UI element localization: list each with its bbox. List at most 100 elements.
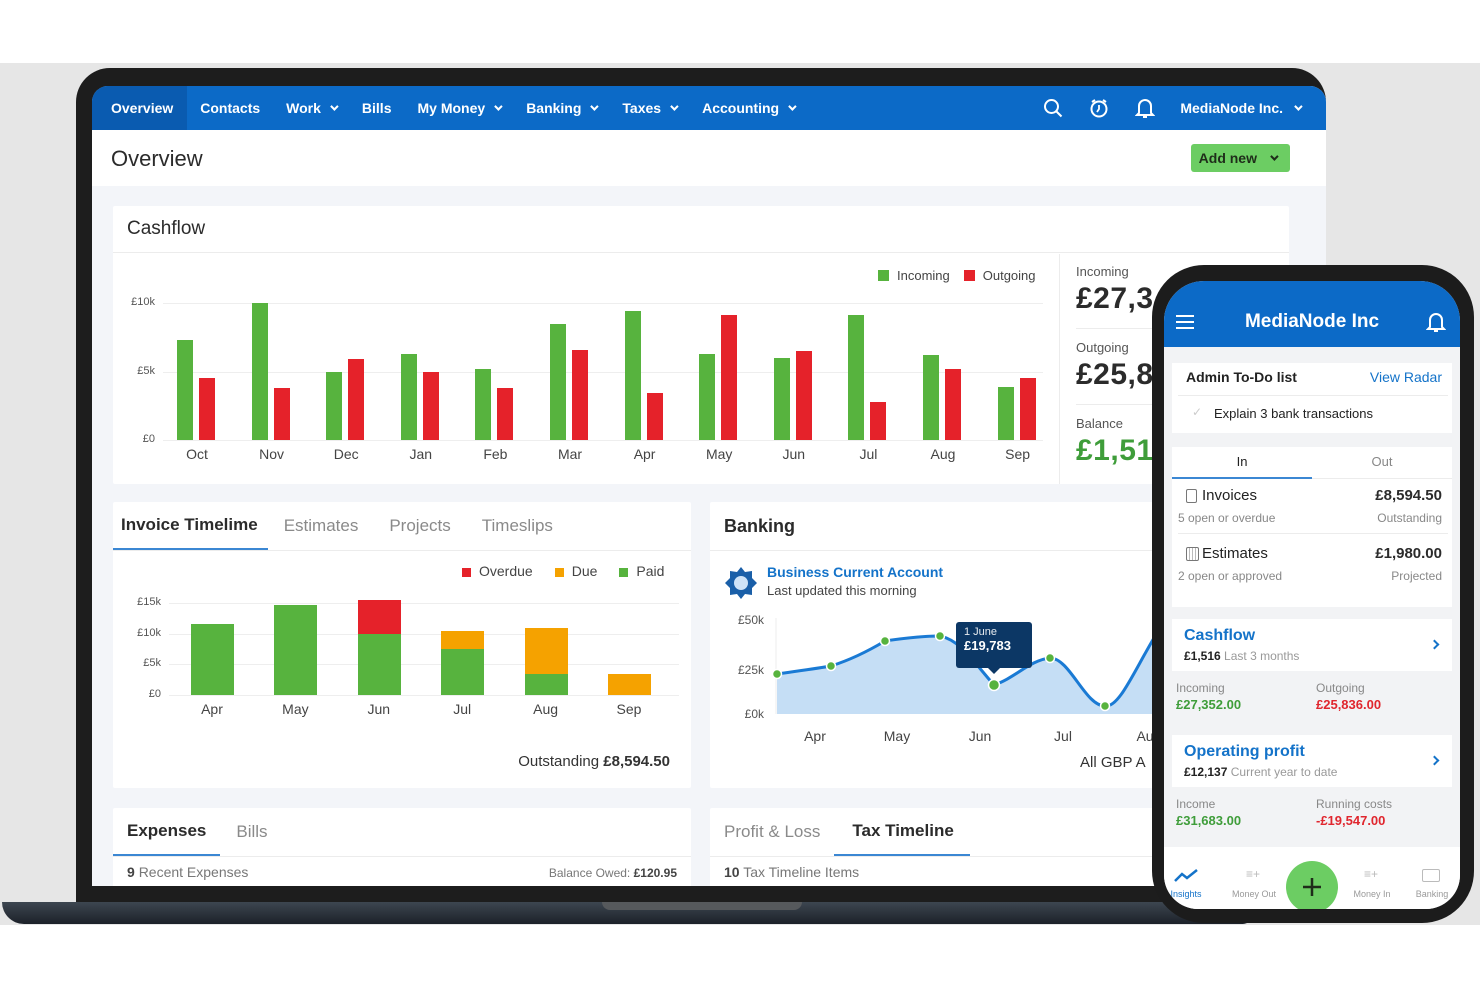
phone-costs-value: -£19,547.00 [1316, 813, 1386, 828]
org-name: MediaNode Inc. [1180, 100, 1283, 116]
x-axis-tick: Jun [782, 446, 806, 462]
nav-taxes[interactable]: Taxes [609, 86, 689, 130]
phone-title: MediaNode Inc [1244, 311, 1380, 332]
bar-paid[interactable] [441, 649, 485, 695]
x-axis-tick: Dec [333, 446, 359, 462]
chevron-right-icon [1429, 755, 1440, 766]
bar-outgoing[interactable] [348, 359, 365, 440]
bar-incoming[interactable] [699, 353, 716, 440]
chevron-down-icon [494, 102, 503, 111]
bar-outgoing[interactable] [870, 401, 887, 440]
y-axis-tick: £10k [137, 626, 161, 639]
x-axis-tick: Apr [633, 446, 656, 462]
bar-due[interactable] [524, 627, 568, 674]
org-switcher[interactable]: MediaNode Inc. [1180, 100, 1303, 116]
bar-overdue[interactable] [357, 599, 401, 634]
bar-paid[interactable] [357, 633, 401, 695]
nav-work[interactable]: Work [273, 86, 349, 130]
nav-banking[interactable]: Banking [513, 86, 609, 130]
bar-incoming[interactable] [326, 371, 343, 440]
x-axis-tick: Apr [201, 701, 223, 717]
x-axis-tick: Mar [557, 446, 583, 462]
tab-timeslips[interactable]: Timeslips [481, 516, 553, 535]
bar-paid[interactable] [274, 604, 318, 695]
bar-incoming[interactable] [475, 368, 492, 440]
invoices-label[interactable]: Invoices [1202, 487, 1258, 504]
cashflow-title: Cashflow [127, 218, 206, 239]
nav-overview[interactable]: Overview [92, 86, 188, 130]
phone-screen: MediaNode Inc Admin To-Do list View Rada… [1164, 281, 1460, 909]
nav-my-money[interactable]: My Money [405, 86, 514, 130]
bar-incoming[interactable] [624, 311, 641, 440]
tab-in[interactable]: In [1172, 447, 1312, 479]
invoice-doc-icon [1186, 489, 1197, 503]
nav-bills[interactable]: Bills [361, 100, 392, 116]
x-axis-tick: Jul [859, 446, 878, 462]
bar-incoming[interactable] [251, 303, 268, 440]
bar-incoming[interactable] [177, 339, 193, 440]
todo-item[interactable]: Explain 3 bank transactions [1214, 406, 1373, 421]
cashflow-legend: Incoming Outgoing [878, 268, 1036, 283]
phone-operating-profit-link[interactable]: Operating profit £12,137 Current year to… [1172, 735, 1452, 787]
account-name-link[interactable]: Business Current Account [767, 564, 944, 580]
bell-icon[interactable] [1134, 97, 1156, 119]
bar-incoming[interactable] [997, 386, 1014, 440]
add-fab-button[interactable] [1286, 861, 1338, 909]
bar-outgoing[interactable] [199, 378, 215, 440]
tab-profit-loss[interactable]: Profit & Loss [724, 822, 821, 841]
y-axis-tick: £0 [142, 433, 155, 445]
outgoing-label: Outgoing [1076, 340, 1129, 355]
tab-estimates[interactable]: Estimates [283, 516, 359, 535]
bar-outgoing[interactable] [572, 349, 588, 440]
bar-outgoing[interactable] [721, 315, 738, 440]
bar-outgoing[interactable] [646, 393, 663, 440]
bar-outgoing[interactable] [497, 387, 514, 440]
money-out-icon: ≡+ [1246, 867, 1261, 881]
gridline [163, 440, 1043, 441]
phone-cashflow-link[interactable]: Cashflow £1,516 Last 3 months [1172, 619, 1452, 671]
bar-outgoing[interactable] [795, 350, 812, 440]
invoices-sub: 5 open or overdue [1178, 511, 1276, 525]
nav-accounting[interactable]: Accounting [689, 86, 807, 130]
x-axis-tick: May [282, 701, 309, 717]
bar-outgoing[interactable] [1019, 378, 1036, 440]
bar-incoming[interactable] [848, 315, 865, 440]
estimates-label[interactable]: Estimates [1202, 545, 1268, 562]
bar-paid[interactable] [524, 673, 568, 695]
phone-income-label: Income [1176, 797, 1216, 811]
estimates-amount-sub: Projected [1391, 569, 1442, 583]
view-radar-link[interactable]: View Radar [1369, 369, 1442, 385]
x-axis-tick: May [705, 446, 733, 462]
bar-due[interactable] [441, 630, 485, 649]
bar-due[interactable] [608, 673, 651, 695]
balance-label: Balance [1076, 416, 1123, 431]
account-updated: Last updated this morning [767, 583, 917, 598]
invoice-chart: £0 £5k £10k £15k Apr May Jun Jul Aug Sep [113, 502, 691, 742]
tab-invoice-timeline[interactable]: Invoice Timelime [113, 502, 268, 550]
bar-incoming[interactable] [773, 357, 790, 440]
bar-incoming[interactable] [923, 355, 939, 440]
tab-out[interactable]: Out [1312, 447, 1452, 479]
bar-paid[interactable] [191, 624, 234, 695]
bar-outgoing[interactable] [273, 387, 290, 440]
tab-tax-timeline[interactable]: Tax Timeline [834, 808, 970, 856]
estimates-sub: 2 open or approved [1178, 569, 1283, 583]
x-axis-tick: Jan [409, 446, 433, 462]
tab-projects[interactable]: Projects [389, 516, 451, 535]
hamburger-menu-icon[interactable] [1176, 315, 1194, 329]
tab-expenses[interactable]: Expenses [113, 808, 221, 856]
bar-incoming[interactable] [550, 323, 566, 440]
bell-icon[interactable] [1426, 311, 1446, 333]
timer-icon[interactable] [1088, 97, 1110, 119]
bar-outgoing[interactable] [422, 371, 439, 440]
tab-bills[interactable]: Bills [236, 822, 268, 841]
chart-tooltip: 1 June £19,783 [956, 622, 1032, 674]
search-icon[interactable] [1042, 97, 1064, 119]
all-gbp-accounts-link[interactable]: All GBP A [1080, 754, 1146, 771]
nav-contacts[interactable]: Contacts [200, 100, 261, 116]
add-new-button[interactable]: Add new [1190, 144, 1290, 172]
invoice-legend: Overdue Due Paid [462, 563, 664, 579]
bar-incoming[interactable] [400, 353, 417, 440]
bar-outgoing[interactable] [945, 368, 961, 440]
todo-panel: Admin To-Do list View Radar ✓ Explain 3 … [1172, 363, 1452, 433]
